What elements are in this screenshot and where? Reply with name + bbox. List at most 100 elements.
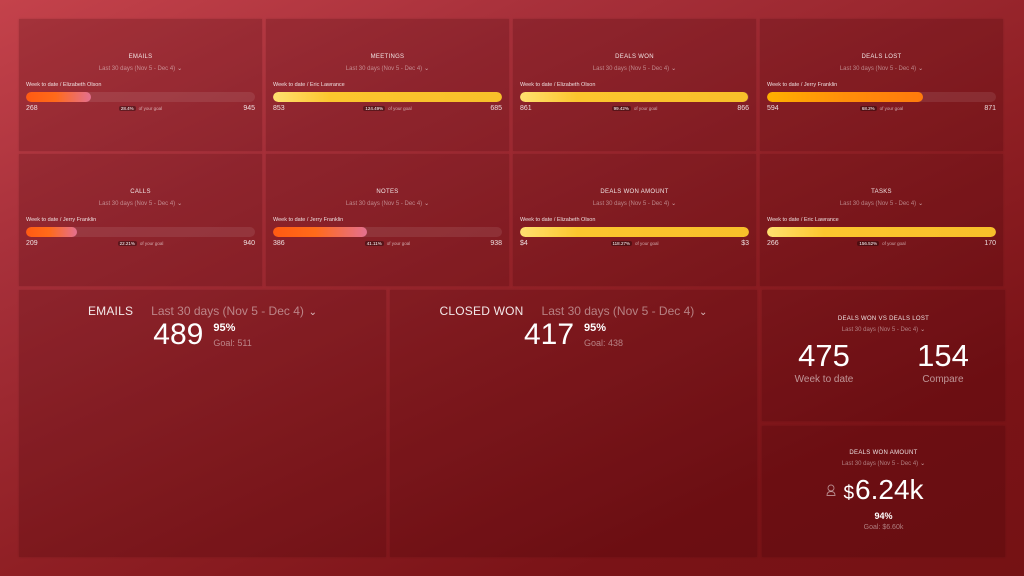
goal-percent: 124.49% of your goal [266, 106, 509, 111]
owner-label: Week to date / Elizabeth Olson [520, 82, 596, 88]
metric-value: 489 [153, 318, 204, 351]
tile-title: DEALS WON [615, 54, 654, 60]
amount-tile-deals-won-amount[interactable]: DEALS WON AMOUNT Last 30 days (Nov 5 - D… [762, 426, 1005, 557]
percent-badge: 28.4% [118, 106, 136, 111]
date-range-label: Last 30 days (Nov 5 - Dec 4) [839, 201, 917, 207]
goal-value: 685 [490, 105, 502, 112]
goal-percent: 99.42% of your goal [513, 106, 756, 111]
week-to-date-value: 475 [798, 338, 850, 373]
percent-badge: 124.49% [363, 106, 386, 111]
progress-bar [26, 227, 255, 237]
tile-title: DEALS WON AMOUNT [849, 450, 918, 456]
goal-tile-deals-lost[interactable]: DEALS LOST Last 30 days (Nov 5 - Dec 4) ⌄… [760, 19, 1003, 151]
tile-header: EMAILS Last 30 days (Nov 5 - Dec 4) ⌄ [19, 304, 386, 318]
currency-symbol: $ [843, 483, 855, 504]
of-goal-label: of your goal [388, 106, 412, 111]
tile-title: TASKS [871, 189, 892, 195]
chevron-down-icon: ⌄ [696, 307, 708, 318]
percent-badge: 156.52% [857, 241, 880, 246]
goal-label: Goal: 438 [584, 338, 624, 348]
dashboard-grid: EMAILS Last 30 days (Nov 5 - Dec 4) ⌄ Wee… [19, 19, 1005, 557]
date-range-selector[interactable]: Last 30 days (Nov 5 - Dec 4) ⌄ [762, 460, 1005, 467]
date-range-selector[interactable]: Last 30 days (Nov 5 - Dec 4) ⌄ [19, 65, 262, 72]
date-range-selector[interactable]: Last 30 days (Nov 5 - Dec 4) ⌄ [762, 326, 1005, 333]
goal-tile-emails[interactable]: EMAILS Last 30 days (Nov 5 - Dec 4) ⌄ Wee… [19, 19, 262, 151]
goal-tile-meetings[interactable]: MEETINGS Last 30 days (Nov 5 - Dec 4) ⌄ W… [266, 19, 509, 151]
compare-value: 154 [917, 338, 969, 373]
progress-bar [520, 227, 749, 237]
goal-percent: 22.21% of your goal [19, 241, 262, 246]
chevron-down-icon: ⌄ [918, 66, 924, 72]
date-range-selector[interactable]: Last 30 days (Nov 5 - Dec 4) ⌄ [266, 200, 509, 207]
percent-badge: 99.42% [611, 106, 631, 111]
percent-badge: 22.21% [117, 241, 137, 246]
date-range-selector[interactable]: Last 30 days (Nov 5 - Dec 4) ⌄ [151, 304, 317, 318]
compare-right: 154 Compare [893, 340, 993, 385]
of-goal-label: of your goal [386, 241, 411, 246]
goal-value: $3 [741, 240, 749, 247]
date-range-selector[interactable]: Last 30 days (Nov 5 - Dec 4) ⌄ [19, 200, 262, 207]
progress-fill [26, 227, 77, 237]
compare-tile-deals-won-vs-lost[interactable]: DEALS WON VS DEALS LOST Last 30 days (No… [762, 290, 1005, 421]
date-range-label: Last 30 days (Nov 5 - Dec 4) [98, 66, 176, 72]
amount-row: $6.24k [762, 476, 1005, 504]
metric-tile-closed-won[interactable]: CLOSED WON Last 30 days (Nov 5 - Dec 4) … [390, 290, 757, 557]
date-range-label: Last 30 days (Nov 5 - Dec 4) [345, 201, 423, 207]
date-range-selector[interactable]: Last 30 days (Nov 5 - Dec 4) ⌄ [513, 65, 756, 72]
progress-bar [520, 92, 749, 102]
goal-tile-deals-won-amount[interactable]: DEALS WON AMOUNT Last 30 days (Nov 5 - D… [513, 154, 756, 286]
tile-title: CALLS [130, 189, 151, 195]
compare-left: 475 Week to date [774, 340, 874, 385]
owner-label: Week to date / Jerry Franklin [26, 217, 97, 223]
week-to-date-label: Week to date [794, 374, 854, 385]
goal-percent: 94% [874, 511, 893, 521]
progress-bar [26, 92, 255, 102]
progress-bar [273, 227, 502, 237]
date-range-label: Last 30 days (Nov 5 - Dec 4) [98, 201, 176, 207]
date-range-label: Last 30 days (Nov 5 - Dec 4) [345, 66, 423, 72]
tile-title: DEALS LOST [861, 54, 902, 60]
chevron-down-icon: ⌄ [671, 66, 677, 72]
chevron-down-icon: ⌄ [920, 327, 926, 333]
progress-fill [767, 227, 996, 237]
date-range-selector[interactable]: Last 30 days (Nov 5 - Dec 4) ⌄ [542, 304, 708, 318]
goal-percent: 156.52% of your goal [760, 241, 1003, 246]
owner-label: Week to date / Jerry Franklin [273, 217, 344, 223]
progress-bar [273, 92, 502, 102]
owner-label: Week to date / Elizabeth Olson [26, 82, 102, 88]
date-range-label: Last 30 days (Nov 5 - Dec 4) [592, 201, 670, 207]
chevron-down-icon: ⌄ [177, 201, 183, 207]
of-goal-label: of your goal [139, 241, 164, 246]
progress-fill [520, 227, 749, 237]
progress-fill [26, 92, 92, 102]
goal-percent: 28.4% of your goal [19, 106, 262, 111]
goal-percent: 95% [584, 322, 607, 334]
goal-tile-calls[interactable]: CALLS Last 30 days (Nov 5 - Dec 4) ⌄ Week… [19, 154, 262, 286]
date-range-selector[interactable]: Last 30 days (Nov 5 - Dec 4) ⌄ [760, 65, 1003, 72]
of-goal-label: of your goal [138, 106, 163, 111]
goal-value: 866 [737, 105, 749, 112]
date-range-selector[interactable]: Last 30 days (Nov 5 - Dec 4) ⌄ [760, 200, 1003, 207]
date-range-label: Last 30 days (Nov 5 - Dec 4) [841, 327, 919, 333]
tile-header: CLOSED WON Last 30 days (Nov 5 - Dec 4) … [390, 304, 757, 318]
current-value: 268 [26, 105, 38, 112]
goal-tile-notes[interactable]: NOTES Last 30 days (Nov 5 - Dec 4) ⌄ Week… [266, 154, 509, 286]
chevron-down-icon: ⌄ [918, 201, 924, 207]
goal-tile-deals-won[interactable]: DEALS WON Last 30 days (Nov 5 - Dec 4) ⌄ … [513, 19, 756, 151]
progress-fill [767, 92, 924, 102]
percent-badge: 68.2% [859, 106, 877, 111]
goal-value: 170 [984, 240, 996, 247]
tile-title: CLOSED WON [439, 304, 524, 318]
goal-tile-tasks[interactable]: TASKS Last 30 days (Nov 5 - Dec 4) ⌄ Week… [760, 154, 1003, 286]
of-goal-label: of your goal [633, 106, 658, 111]
progress-bar [767, 227, 996, 237]
owner-label: Week to date / Eric Lawrance [273, 82, 345, 88]
date-range-selector[interactable]: Last 30 days (Nov 5 - Dec 4) ⌄ [513, 200, 756, 207]
tile-title: DEALS WON VS DEALS LOST [837, 316, 930, 322]
metric-tile-emails[interactable]: EMAILS Last 30 days (Nov 5 - Dec 4) ⌄ 48… [19, 290, 386, 557]
tile-title: EMAILS [128, 54, 153, 60]
date-range-label: Last 30 days (Nov 5 - Dec 4) [841, 461, 919, 467]
date-range-selector[interactable]: Last 30 days (Nov 5 - Dec 4) ⌄ [266, 65, 509, 72]
progress-fill [520, 92, 748, 102]
chevron-down-icon: ⌄ [424, 201, 430, 207]
